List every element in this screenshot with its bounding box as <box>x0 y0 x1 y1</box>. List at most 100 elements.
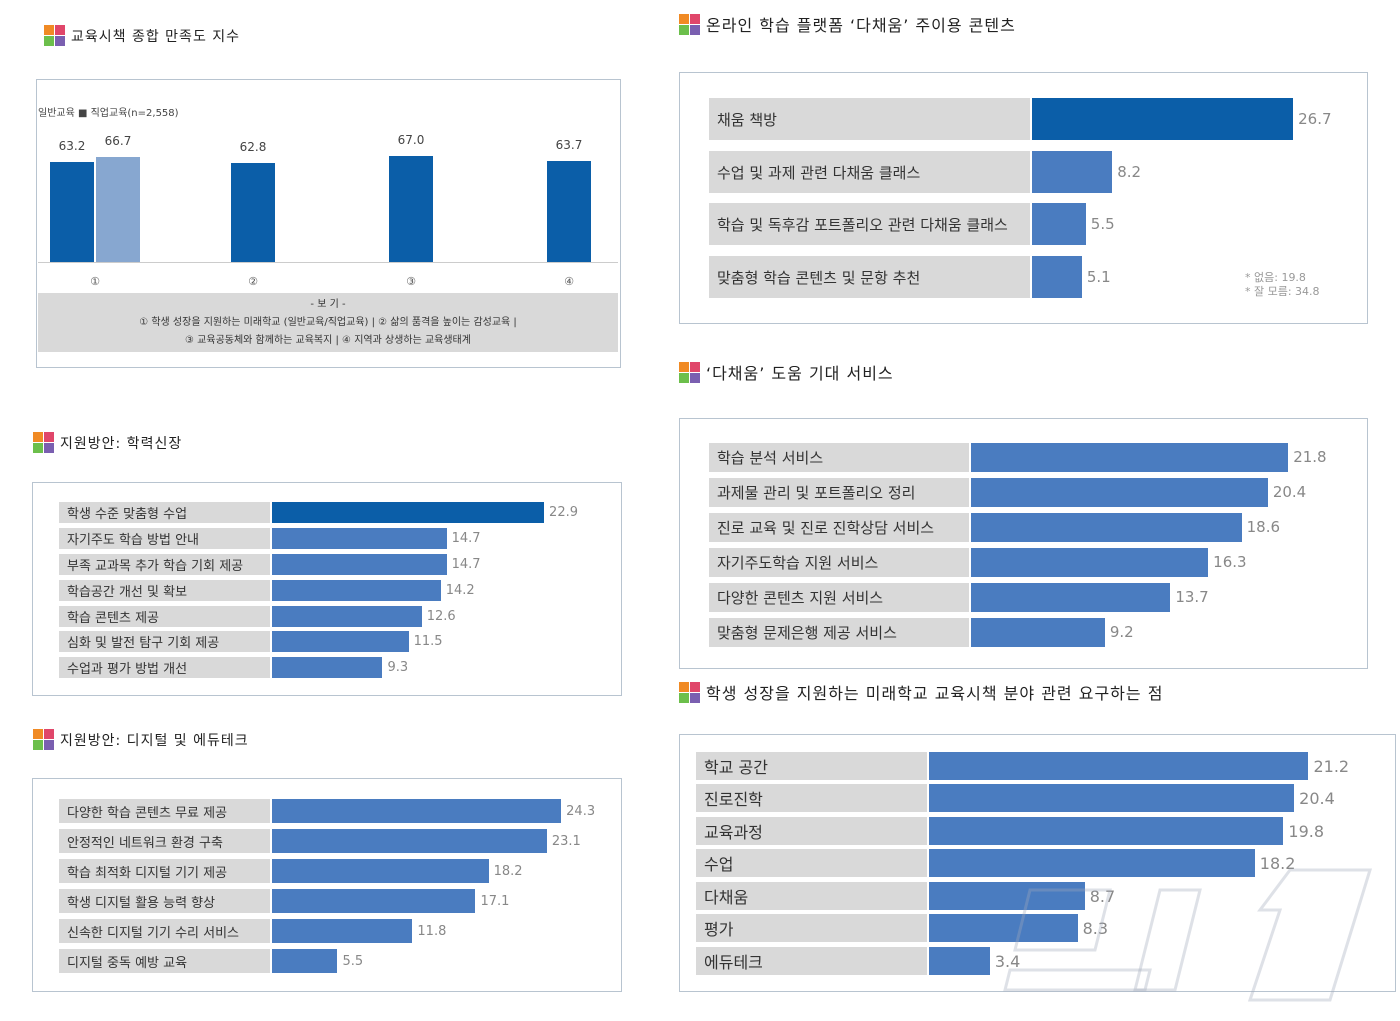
bar-value-label: 8.7 <box>1089 886 1116 906</box>
title-logo-icon <box>679 361 700 383</box>
chart-title: ‘다채움’ 도움 기대 서비스 <box>679 360 894 384</box>
bar-value-label: 5.5 <box>342 953 364 969</box>
category-label: 안정적인 네트워크 환경 구축 <box>59 829 270 853</box>
bar <box>272 919 413 943</box>
title-logo-icon <box>679 681 700 703</box>
category-label: 수업과 평가 방법 개선 <box>59 656 270 678</box>
bar-value-label: 18.6 <box>1246 518 1281 536</box>
chart-title: 온라인 학습 플랫폼 ‘다채움’ 주이용 콘텐츠 <box>679 12 1016 36</box>
bar-value-label: 21.2 <box>1313 756 1350 776</box>
title-logo-icon <box>33 432 54 453</box>
bar-value-label: 23.1 <box>551 833 581 849</box>
bar-value-label: 62.8 <box>239 139 267 154</box>
bar-value-label: 67.0 <box>397 133 425 148</box>
category-label: 다채움 <box>696 882 927 910</box>
bar <box>929 752 1309 780</box>
note-heading: - 보 기 - <box>310 299 346 310</box>
bar <box>1032 256 1082 298</box>
category-label: 학습 콘텐츠 제공 <box>59 605 270 627</box>
footnote: * 잘 모름: 34.8 <box>1245 285 1320 298</box>
bar-value-label: 9.3 <box>387 659 409 675</box>
bar-value-label: 11.5 <box>413 633 443 649</box>
title-logo-icon <box>679 13 700 35</box>
bar <box>929 817 1284 845</box>
bar <box>971 582 1171 612</box>
category-label: 진로 교육 및 진로 진학상담 서비스 <box>709 512 969 542</box>
category-label: 과제물 관리 및 포트폴리오 정리 <box>709 477 969 507</box>
category-label: 학습 분석 서비스 <box>709 442 969 472</box>
bar-value-label: 20.4 <box>1272 483 1307 501</box>
category-label: 에듀테크 <box>696 947 927 975</box>
bar <box>929 882 1085 910</box>
footnote: * 없음: 19.8 <box>1245 271 1306 284</box>
bar <box>971 617 1105 647</box>
bar-value-label: 19.8 <box>1288 821 1325 841</box>
category-label: 자기주도학습 지원 서비스 <box>709 547 969 577</box>
bar-value-label: 3.4 <box>994 951 1021 971</box>
bar <box>929 914 1078 942</box>
bar-value-label: 5.5 <box>1090 215 1115 233</box>
x-axis-line <box>38 262 618 263</box>
category-label: ② <box>248 275 258 288</box>
chart-title: 지원방안: 학력신장 <box>33 432 182 453</box>
bar-value-label: 21.8 <box>1293 448 1327 466</box>
category-label: 수업 <box>696 849 927 877</box>
bar-value-label: 16.3 <box>1213 553 1247 571</box>
category-label: 다양한 콘텐츠 지원 서비스 <box>709 582 969 612</box>
bar-일반교육 <box>547 161 591 262</box>
bar-value-label: 12.6 <box>426 608 456 624</box>
bar-value-label: 13.7 <box>1175 588 1209 606</box>
chart-title-text: 학생 성장을 지원하는 미래학교 교육시책 분야 관련 요구하는 점 <box>706 684 1164 703</box>
bar <box>272 553 447 575</box>
bar <box>272 579 441 601</box>
title-logo-icon <box>33 729 54 750</box>
bar <box>929 947 990 975</box>
chart-title: 지원방안: 디지털 및 에듀테크 <box>33 729 249 750</box>
note-line2: ③ 교육공동체와 함께하는 교육복지 | ④ 지역과 상생하는 교육생태계 <box>185 335 471 346</box>
bar <box>929 849 1255 877</box>
bar-일반교육 <box>231 162 275 262</box>
bar <box>272 656 383 678</box>
bar <box>1032 98 1294 140</box>
bar <box>272 501 545 523</box>
chart-legend: 일반교육 ■ 직업교육(n=2,558) <box>38 108 179 119</box>
category-label: ③ <box>406 275 416 288</box>
category-label: ④ <box>564 275 574 288</box>
chart-title-text: ‘다채움’ 도움 기대 서비스 <box>706 364 894 383</box>
category-label: 맞춤형 문제은행 제공 서비스 <box>709 617 969 647</box>
category-label: 학교 공간 <box>696 752 927 780</box>
bar <box>272 859 489 883</box>
chart-title-text: 교육시책 종합 만족도 지수 <box>71 28 241 45</box>
bar <box>971 442 1289 472</box>
bar-value-label: 18.2 <box>493 863 523 879</box>
bar <box>1032 151 1113 193</box>
bar-value-label: 17.1 <box>480 893 510 909</box>
bar <box>971 512 1242 542</box>
chart-title: 학생 성장을 지원하는 미래학교 교육시책 분야 관련 요구하는 점 <box>679 680 1163 704</box>
note-line1: ① 학생 성장을 지원하는 미래학교 (일반교육/직업교육) | ② 삶의 품격… <box>139 317 517 328</box>
category-label: 다양한 학습 콘텐츠 무료 제공 <box>59 799 270 823</box>
category-label: 심화 및 발전 탐구 기회 제공 <box>59 630 270 652</box>
category-label: 학습 및 독후감 포트폴리오 관련 다채움 클래스 <box>709 203 1030 245</box>
chart-title-text: 지원방안: 학력신장 <box>60 435 183 452</box>
bar-일반교육 <box>389 156 433 262</box>
category-label: 교육과정 <box>696 817 927 845</box>
chart-title: 교육시책 종합 만족도 지수 <box>44 25 240 46</box>
bar <box>971 547 1209 577</box>
chart-title-text: 온라인 학습 플랫폼 ‘다채움’ 주이용 콘텐츠 <box>706 16 1016 35</box>
bar-value-label: 8.3 <box>1082 918 1109 938</box>
bar-value-label: 9.2 <box>1109 623 1134 641</box>
category-label: 학습공간 개선 및 확보 <box>59 579 270 601</box>
bar-일반교육 <box>50 162 94 262</box>
category-label: 부족 교과목 추가 학습 기회 제공 <box>59 553 270 575</box>
bar <box>929 784 1295 812</box>
bar-value-label: 26.7 <box>1298 110 1332 128</box>
category-label: 채움 책방 <box>709 98 1030 140</box>
bar <box>272 799 562 823</box>
legend-notes: - 보 기 - ① 학생 성장을 지원하는 미래학교 (일반교육/직업교육) | … <box>38 293 618 352</box>
title-logo-icon <box>44 25 65 46</box>
bar-value-label: 14.7 <box>451 556 481 572</box>
bar <box>971 477 1268 507</box>
category-label: 학생 수준 맞춤형 수업 <box>59 501 270 523</box>
bar-value-label: 8.2 <box>1117 163 1142 181</box>
